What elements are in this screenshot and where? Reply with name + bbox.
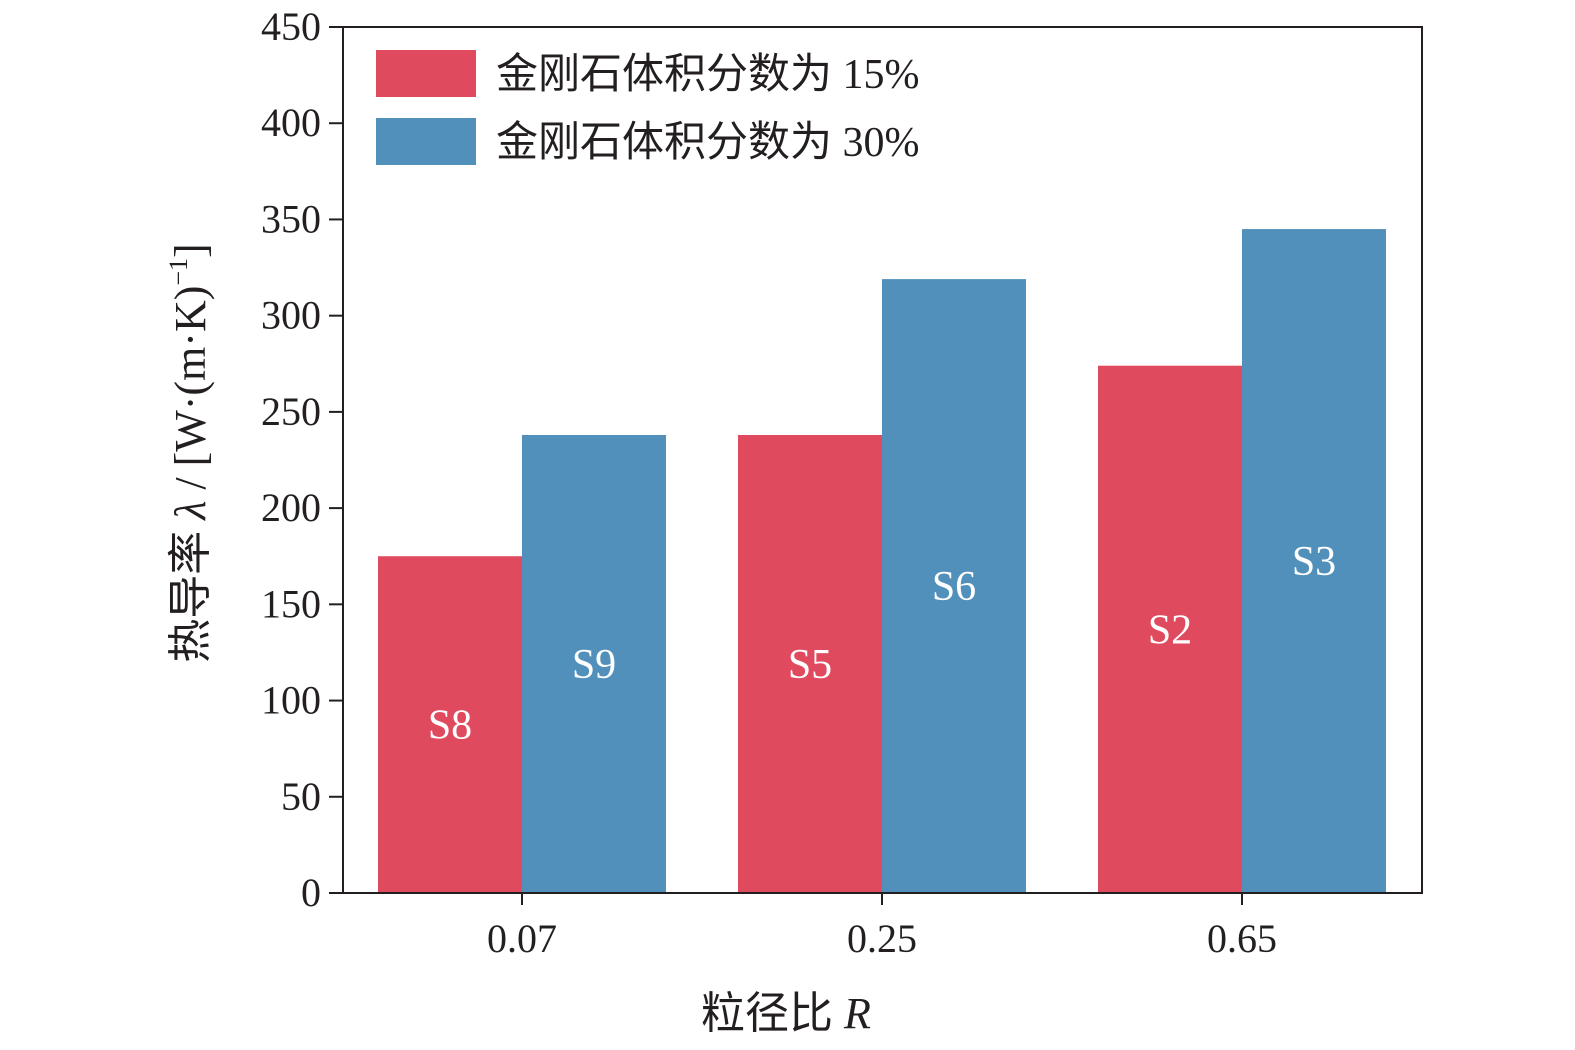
y-axis-title: 热导率 λ / [W·(m·K)−1] [164,243,215,662]
y-axis-title-sup: −1 [164,258,193,286]
x-tick-label-1: 0.07 [487,916,557,961]
legend-label-2: 金刚石体积分数为 30% [496,119,920,166]
x-tick-label-2: 0.25 [847,916,917,961]
bar-s2 [1098,365,1242,893]
bar-label-s6: S6 [932,564,976,610]
bar-label-s3: S3 [1292,539,1336,585]
x-tick-label-3: 0.65 [1207,916,1277,961]
y-tick-label-350: 350 [261,196,321,241]
bar-s5 [738,434,882,893]
bar-label-s2: S2 [1148,607,1192,653]
y-tick-label-50: 50 [281,774,321,819]
bar-label-s8: S8 [428,703,472,749]
x-axis-title-symbol: R [843,989,871,1038]
bar-label-s9: S9 [572,642,616,688]
y-tick-label-300: 300 [261,293,321,338]
y-tick-label-200: 200 [261,485,321,530]
bar-label-s5: S5 [788,642,832,688]
bar-s3 [1242,229,1386,894]
y-tick-label-400: 400 [261,100,321,145]
y-axis-title-unit: / [W·(m·K) [166,286,215,501]
bar-s9 [522,434,666,893]
legend-swatch-1 [376,50,476,97]
y-tick-label-150: 150 [261,581,321,626]
y-tick-label-450: 450 [261,4,321,49]
legend-swatch-2 [376,118,476,165]
legend-label-1: 金刚石体积分数为 15% [496,51,920,98]
y-tick-label-100: 100 [261,678,321,723]
bar-s6 [882,279,1026,893]
y-axis-title-close: ] [166,243,215,258]
y-axis-title-prefix: 热导率 [166,520,215,663]
y-tick-label-250: 250 [261,389,321,434]
x-axis-title: 粒径比 R [701,989,871,1038]
y-tick-label-0: 0 [301,870,321,915]
bar-s8 [378,556,522,893]
y-axis-title-symbol: λ [166,501,215,522]
x-axis-title-prefix: 粒径比 [701,989,844,1038]
